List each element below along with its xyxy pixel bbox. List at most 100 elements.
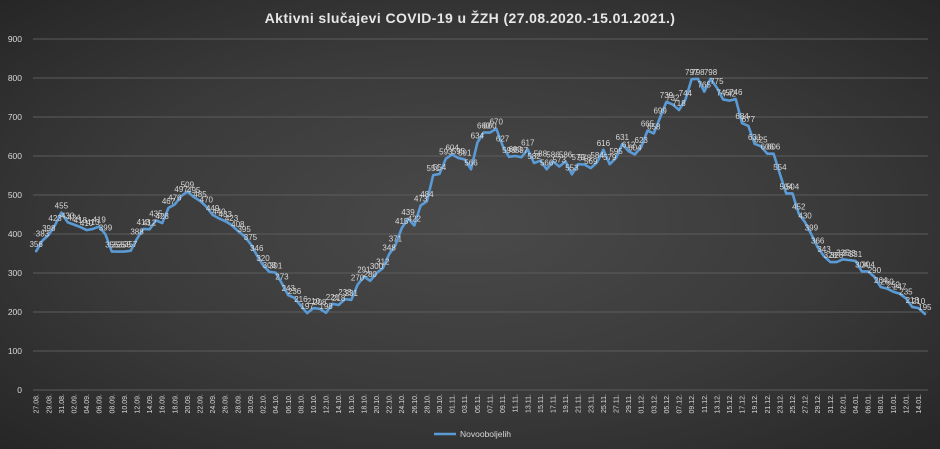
data-point	[180, 195, 182, 197]
data-point	[111, 250, 113, 253]
data-label: 684	[735, 112, 749, 121]
x-tick-label: 22.09.	[198, 394, 205, 414]
data-label: 604	[445, 143, 459, 152]
x-tick-label: 14.09.	[147, 394, 154, 414]
x-tick-label: 17.12.	[740, 394, 747, 414]
x-tick-label: 29.08.	[46, 394, 53, 414]
data-point	[249, 243, 252, 245]
data-label: 216	[294, 295, 308, 304]
data-label: 617	[521, 138, 535, 147]
data-point	[842, 258, 844, 260]
data-label: 606	[761, 143, 775, 152]
data-point	[798, 213, 800, 215]
data-label: 634	[471, 132, 485, 141]
x-tick-label: 15.11.	[538, 394, 545, 413]
data-label: 660	[477, 122, 491, 131]
data-point	[779, 173, 781, 175]
data-point	[161, 222, 163, 224]
data-label: 290	[868, 266, 882, 275]
data-label: 408	[231, 220, 245, 229]
data-label: 732	[666, 94, 680, 103]
data-point	[375, 272, 378, 274]
data-point	[407, 218, 409, 220]
data-point	[275, 272, 277, 274]
data-point	[905, 297, 907, 299]
data-label: 418	[74, 216, 88, 225]
data-point	[678, 109, 680, 111]
data-point	[646, 130, 649, 132]
x-tick-label: 07.12.	[677, 394, 684, 414]
data-label: 252	[887, 281, 901, 290]
data-point	[85, 229, 88, 231]
data-point	[892, 291, 894, 293]
data-label: 303	[263, 261, 277, 270]
series-line-novooboljelih	[34, 77, 927, 316]
data-point	[230, 224, 233, 226]
data-point	[716, 87, 718, 89]
data-point	[558, 165, 560, 168]
x-tick-label: 21.11.	[576, 394, 583, 413]
y-axis-ticks: 0 100 200 300 400 500 600 700 800 900	[8, 34, 22, 395]
data-point	[167, 207, 170, 209]
data-label: 236	[288, 287, 302, 296]
data-point	[577, 163, 579, 165]
data-point	[98, 225, 100, 228]
data-point	[640, 146, 642, 148]
data-point	[130, 250, 132, 252]
x-tick-label: 17.11.	[550, 394, 557, 413]
x-tick-label: 26.10.	[412, 394, 419, 414]
x-tick-label: 15.12.	[727, 394, 734, 414]
data-point	[791, 192, 794, 195]
data-point	[823, 255, 825, 257]
x-tick-label: 20.09.	[185, 394, 192, 414]
data-label: 566	[540, 158, 554, 167]
data-point	[35, 250, 37, 252]
data-point	[880, 286, 882, 288]
data-point	[350, 299, 352, 301]
data-label: 355	[111, 241, 125, 250]
data-point	[451, 153, 453, 156]
data-label: 399	[99, 223, 113, 232]
data-point	[464, 158, 466, 161]
data-point	[766, 153, 768, 155]
data-point	[520, 156, 523, 158]
data-label: 430	[61, 211, 75, 220]
data-point	[709, 78, 712, 80]
data-label: 455	[55, 202, 69, 211]
data-point	[382, 267, 384, 269]
data-point	[854, 260, 857, 262]
data-point	[495, 128, 497, 130]
data-point	[741, 122, 743, 124]
data-point	[300, 305, 302, 307]
data-point	[363, 275, 365, 278]
x-tick-label: 29.11.	[626, 394, 633, 413]
data-point	[804, 221, 806, 223]
data-point	[829, 261, 831, 263]
data-label: 312	[376, 257, 390, 266]
data-point	[848, 259, 850, 261]
data-label: 631	[748, 133, 762, 142]
data-point	[312, 307, 315, 309]
data-label: 554	[773, 163, 787, 172]
y-tick-label: 400	[8, 229, 22, 239]
data-label: 595	[452, 147, 466, 156]
data-point	[73, 224, 75, 226]
data-point	[193, 196, 195, 198]
data-point	[268, 271, 270, 273]
x-tick-label: 22.10.	[387, 394, 394, 414]
x-tick-label: 11.11.	[513, 394, 520, 412]
data-label: 357	[124, 240, 138, 249]
data-label: 595	[609, 147, 623, 156]
data-label: 593	[439, 148, 453, 157]
data-point	[281, 282, 283, 285]
data-label: 627	[496, 134, 510, 143]
data-point	[590, 167, 592, 169]
legend: Novooboljelih	[434, 429, 511, 439]
x-tick-label: 27.11.	[614, 394, 621, 413]
x-tick-label: 24.09.	[210, 394, 217, 414]
data-label: 388	[130, 228, 144, 237]
data-label: 670	[490, 118, 504, 127]
x-tick-label: 31.12.	[828, 394, 835, 414]
x-tick-label: 03.11.	[462, 394, 469, 413]
